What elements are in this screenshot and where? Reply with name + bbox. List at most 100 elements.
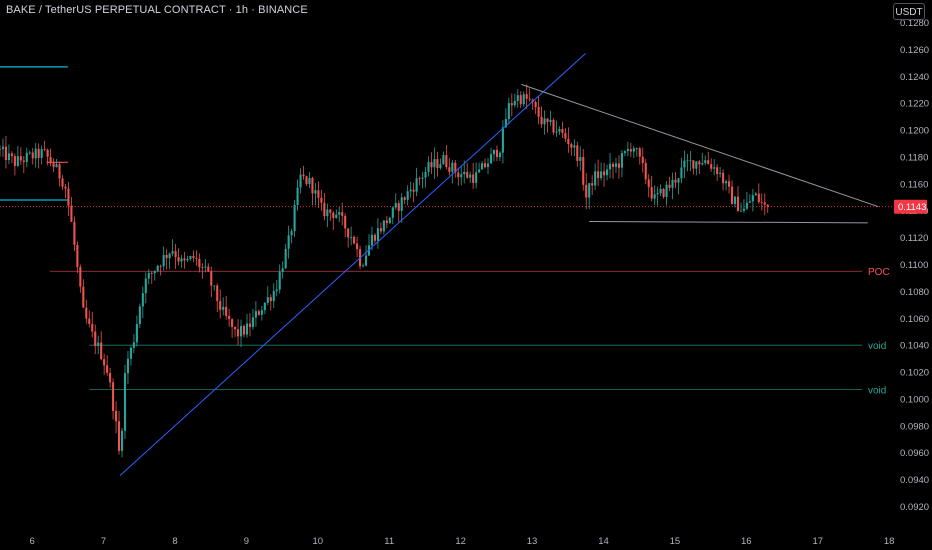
- candle-body: [4, 146, 8, 161]
- candle-body: [210, 271, 213, 286]
- candle-body: [486, 163, 490, 168]
- trendlines[interactable]: [119, 53, 879, 476]
- candle-body: [415, 178, 418, 192]
- candle-body: [597, 171, 600, 179]
- candle-body: [150, 273, 153, 274]
- candle-body: [58, 164, 61, 179]
- candle-body: [617, 163, 621, 168]
- candle-body: [594, 171, 597, 186]
- candle-body: [641, 156, 644, 164]
- time-axis[interactable]: 6 7 8 9 10 11 12 13 14 15 16 17 18: [29, 536, 894, 547]
- candle-body: [382, 220, 385, 232]
- trendline-triangle-lower[interactable]: [589, 220, 868, 224]
- candle-body: [52, 163, 55, 168]
- candle-body: [245, 323, 249, 335]
- candle-body: [567, 138, 570, 145]
- candle-body: [525, 94, 528, 99]
- candle-body: [269, 297, 272, 302]
- candle-body: [585, 184, 588, 198]
- candle-body: [287, 235, 290, 249]
- candle-body: [719, 172, 722, 174]
- candle-body: [400, 197, 403, 211]
- candle-body: [391, 207, 394, 218]
- candle-body: [85, 307, 88, 319]
- candle-body: [103, 359, 106, 366]
- candle-body: [186, 259, 189, 261]
- candle-body: [620, 153, 623, 168]
- candle-body: [335, 214, 338, 218]
- price-tick-label: 0.0960: [900, 448, 929, 459]
- candle-body: [225, 306, 228, 316]
- price-axis[interactable]: 0.1280 0.1260 0.1240 0.1220 0.1200 0.1180 0.11…: [894, 18, 929, 513]
- trendline-triangle-upper[interactable]: [521, 83, 879, 208]
- candle-body: [7, 153, 10, 161]
- candle-body: [745, 202, 748, 209]
- candle-body: [341, 212, 344, 216]
- candle-body: [463, 171, 466, 175]
- candle-body: [290, 231, 293, 236]
- price-tick-label: 0.1240: [900, 72, 929, 83]
- price-tick-label: 0.1120: [900, 233, 928, 244]
- candle-body: [350, 236, 353, 238]
- candle-body: [254, 311, 257, 318]
- price-tick-label: 0.1060: [900, 314, 929, 325]
- candle-body: [483, 163, 487, 168]
- time-tick-label: 15: [670, 536, 681, 547]
- candle-body: [748, 201, 751, 203]
- candle-body: [466, 171, 469, 178]
- candle-body: [650, 187, 653, 199]
- candle-body: [739, 210, 743, 212]
- price-tick-label: 0.1180: [900, 152, 928, 163]
- candle-body: [424, 171, 427, 178]
- candles: [0, 84, 769, 458]
- candle-body: [766, 204, 769, 207]
- candle-body: [409, 189, 412, 192]
- candle-body: [67, 188, 70, 206]
- candle-body: [504, 119, 507, 128]
- candle-body: [498, 152, 501, 158]
- candle-body: [475, 172, 478, 183]
- time-tick-label: 13: [527, 536, 538, 547]
- candle-body: [653, 194, 656, 199]
- candle-body: [713, 167, 716, 169]
- candle-body: [376, 228, 379, 241]
- candle-body: [710, 164, 713, 169]
- candle-body: [296, 187, 299, 205]
- candle-body: [385, 220, 388, 224]
- candle-body: [126, 358, 130, 374]
- candle-body: [623, 151, 626, 154]
- candle-body: [501, 127, 504, 153]
- candle-body: [445, 155, 448, 168]
- candle-body: [370, 234, 374, 246]
- currency-button[interactable]: USDT: [893, 3, 925, 20]
- price-tick-label: 0.1280: [900, 18, 929, 29]
- price-tick-label: 0.1080: [900, 287, 929, 298]
- candle-body: [716, 167, 719, 174]
- candle-body: [326, 209, 329, 217]
- candle-body: [373, 234, 376, 241]
- candle-body: [332, 212, 335, 218]
- candle-body: [308, 177, 311, 185]
- candle-body: [28, 152, 31, 154]
- candle-body: [516, 95, 519, 101]
- time-tick-label: 11: [384, 536, 394, 547]
- candle-body: [70, 205, 73, 222]
- candle-body: [561, 129, 564, 134]
- candle-body: [165, 254, 168, 259]
- candle-body: [427, 162, 430, 172]
- candle-body: [248, 323, 252, 327]
- candle-body: [510, 103, 513, 106]
- candle-body: [397, 203, 400, 211]
- candle-body: [457, 172, 460, 178]
- time-tick-label: 14: [598, 536, 609, 547]
- candle-body: [722, 172, 725, 184]
- trendline-blue-support[interactable]: [119, 53, 586, 476]
- candle-body: [109, 372, 112, 383]
- candle-body: [662, 188, 665, 197]
- candle-body: [117, 421, 121, 451]
- candle-body: [436, 159, 439, 169]
- candle-body: [94, 331, 97, 346]
- candle-body: [763, 202, 766, 205]
- candle-body: [0, 148, 2, 150]
